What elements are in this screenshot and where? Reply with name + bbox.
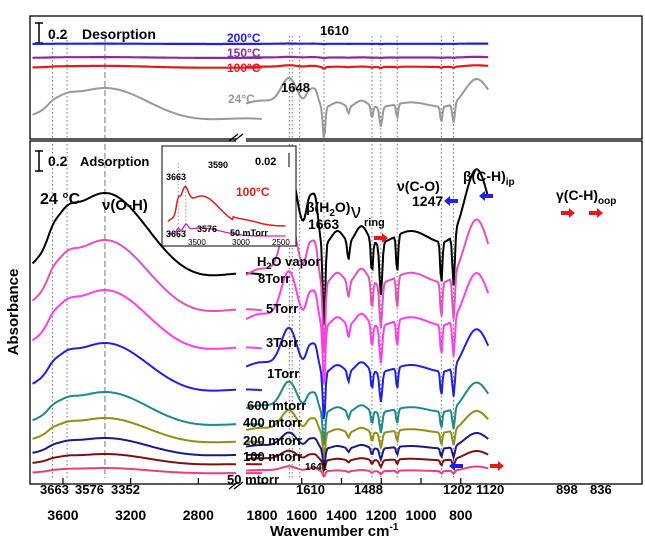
series-label-24c: 24°C (228, 92, 255, 106)
adsorption-scale-bar: 0.2 (35, 150, 68, 172)
x-tick-label-2800: 2800 (183, 507, 214, 523)
inset-label-3576: 3576 (197, 224, 217, 234)
svg-text:1663: 1663 (308, 216, 339, 232)
adsorption-line-2 (31, 270, 490, 385)
inset-line-100c (167, 185, 286, 227)
arrow-oop-right-2 (589, 208, 603, 218)
y-axis-label: Absorbance (5, 269, 22, 356)
bottom-label-1120-7: 1120 (476, 482, 504, 497)
series-label-200c: 200°C (227, 31, 261, 45)
series-label-150c: 150°C (227, 46, 261, 60)
temperature-label: 24 °C (40, 191, 81, 208)
band-label-ring: ν ring (351, 201, 385, 229)
bottom-label-836-9: 836 (590, 482, 612, 497)
axis-break (228, 120, 246, 490)
desorption-spectra (32, 42, 490, 139)
desorption-line-0 (32, 42, 489, 46)
inset-tick-2500: 2500 (272, 238, 290, 247)
x-axis: 3600 3200 2800 1800 1600 1400 1200 1000 800 (47, 478, 473, 523)
desorption-title: Desorption (82, 26, 156, 42)
x-tick-label-1400: 1400 (326, 507, 357, 523)
svg-text:β(C-H)ip: β(C-H)ip (463, 168, 515, 188)
adsorption-series-label-4: 600 mtorr (247, 398, 306, 413)
bottom-label-1202-6: 1202 (443, 482, 472, 497)
peak-label-1610-top: 1610 (320, 23, 349, 38)
inset-tick-3000: 3000 (232, 238, 250, 247)
inset-series-50mtorr: 50 mTorr (230, 228, 268, 238)
x-tick-label-3600: 3600 (47, 507, 78, 523)
adsorption-series-label-1: 5Torr (266, 301, 298, 316)
adsorption-line-3 (32, 326, 490, 420)
arrow-bottom-right (490, 461, 504, 471)
svg-text:ring: ring (364, 217, 385, 229)
arrow-co-left (444, 196, 458, 206)
arrow-oop-right-1 (561, 208, 575, 218)
desorption-scale-bar: 0.2 (35, 22, 68, 44)
adsorption-line-7 (32, 449, 489, 473)
adsorption-series-label-8: 50 mtorr (227, 472, 279, 487)
arrow-bottom-left (449, 461, 463, 471)
svg-text:β(H2O): β(H2O) (306, 199, 350, 219)
svg-text:Wavenumber cm-1: Wavenumber cm-1 (270, 522, 399, 540)
adsorption-series-labels: 8Torr 5Torr 3Torr 1Torr 600 mtorr 400 mtorr 20… (227, 271, 306, 487)
x-tick-label-1800: 1800 (246, 507, 277, 523)
bottom-label-1488-5: 1488 (354, 482, 383, 497)
inset-label-3663-bottom: 3663 (166, 229, 186, 239)
desorption-line-3 (32, 76, 490, 139)
x-tick-label-800: 800 (449, 507, 473, 523)
bottom-label-3663-0: 3663 (40, 482, 69, 497)
band-label-co: ν(C-O) 1247 (397, 178, 443, 209)
svg-text:γ(C-H)oop: γ(C-H)oop (556, 187, 616, 207)
peak-label-1648: 1648 (281, 80, 310, 95)
series-label-100c: 100°C (227, 61, 261, 75)
bottom-label-3352-2: 3352 (111, 482, 140, 497)
inset-label-3663-top: 3663 (166, 172, 186, 182)
bottom-peak-labels: 3663 3576 3352 1610 1641 1488 1202 1120 898 836 (40, 462, 612, 497)
desorption-scale-label: 0.2 (48, 26, 68, 42)
adsorption-title: Adsorption (80, 154, 149, 169)
desorption-line-1 (32, 55, 489, 60)
inset-tick-3500: 3500 (188, 238, 206, 247)
adsorption-series-label-6: 200 mtorr (243, 433, 302, 448)
adsorption-line-8 (32, 465, 489, 478)
adsorption-line-5 (32, 409, 489, 458)
inset-scale-label: 0.02 (255, 156, 276, 168)
svg-text:ν(C-O): ν(C-O) (397, 178, 440, 194)
x-tick-label-1200: 1200 (366, 507, 397, 523)
legend-title: H2O vapor (257, 254, 321, 271)
adsorption-line-4 (32, 380, 490, 445)
x-tick-label-1600: 1600 (286, 507, 317, 523)
band-label-oh: ν(O-H) (102, 197, 148, 214)
inset-line-50mtorr (167, 223, 286, 237)
band-label-ch-oop: γ(C-H)oop (556, 187, 616, 207)
inset-series-100c: 100°C (236, 185, 270, 199)
desorption-line-2 (32, 64, 489, 71)
band-label-h2o: β(H2O) 1663 (306, 199, 350, 232)
arrow-ring-right (374, 233, 388, 243)
adsorption-panel-frame (29, 140, 643, 485)
bottom-label-1641-4: 1641 (305, 462, 328, 473)
arrow-ch-ip-left (479, 191, 493, 201)
adsorption-series-label-5: 400 mtorr (243, 415, 302, 430)
svg-text:ν: ν (351, 201, 361, 223)
adsorption-series-label-2: 3Torr (266, 335, 298, 350)
inset-chart: 0.02 3590 3663 3663 3576 100°C 50 mTorr … (161, 145, 297, 247)
x-tick-label-3200: 3200 (115, 507, 146, 523)
bottom-label-898-8: 898 (556, 482, 578, 497)
adsorption-series-label-7: 100 mtorr (243, 449, 302, 464)
bottom-label-1610-3: 1610 (296, 482, 325, 497)
inset-label-3590: 3590 (208, 160, 228, 170)
desorption-panel-frame (29, 15, 643, 140)
svg-text:1247: 1247 (412, 193, 443, 209)
shift-arrows (374, 191, 603, 471)
adsorption-series-label-3: 1Torr (267, 366, 299, 381)
adsorption-line-6 (32, 431, 489, 470)
adsorption-series-label-0: 8Torr (258, 271, 290, 286)
x-axis-label: Wavenumber cm-1 (270, 522, 399, 540)
band-label-ch-ip: β(C-H)ip (463, 168, 515, 188)
bottom-label-3576-1: 3576 (75, 482, 104, 497)
adsorption-scale-label: 0.2 (48, 153, 68, 169)
x-tick-label-1000: 1000 (405, 507, 436, 523)
